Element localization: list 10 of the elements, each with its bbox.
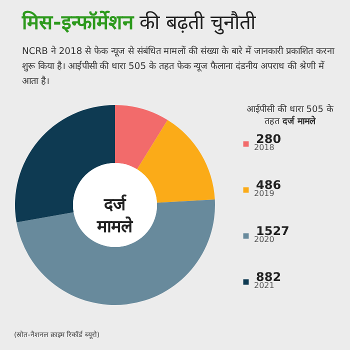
legend-label: 2019 — [254, 189, 274, 198]
donut-slice — [115, 105, 168, 170]
legend-title: आईपीसी की धारा 505 के तहत दर्ज मामले — [246, 104, 334, 128]
chart-subtitle: NCRB ने 2018 से फेक न्यूज से संबंधित मामलों की संख्या के बारे में जानकारी प्रकाशित करना शुरू किया है। आईपीसी की धारा 505 के तहत फेक न्यूज फैलाना दंडनीय अपराध की श्रेणी में आता है। — [22, 44, 336, 89]
legend-label: 2018 — [254, 143, 274, 152]
chart-title: मिस-इन्फॉर्मेशन की बढ़ती चुनौती — [22, 9, 256, 35]
legend-label: 2020 — [254, 235, 274, 244]
text: दर्ज मामले — [96, 194, 134, 237]
legend-label: 2021 — [254, 281, 274, 290]
donut-slice — [137, 120, 215, 203]
